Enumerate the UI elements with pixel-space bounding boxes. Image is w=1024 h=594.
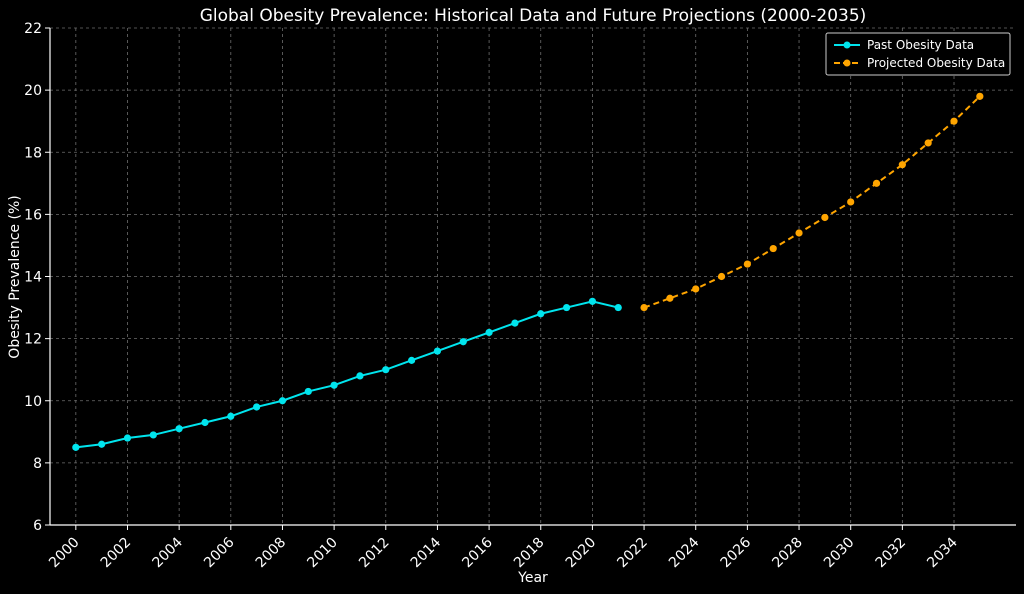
y-axis-ticks: 6 8 10 12 14 16 18 20 22 — [24, 21, 50, 534]
series-past — [72, 297, 622, 451]
data-point — [123, 434, 132, 442]
series-line — [643, 95, 981, 309]
x-tick-label: 2002 — [98, 535, 135, 572]
x-tick-label: 2026 — [718, 534, 755, 571]
data-point — [562, 303, 571, 312]
data-point — [614, 303, 622, 312]
legend-label-past: Past Obesity Data — [867, 38, 974, 52]
data-point — [743, 260, 751, 268]
data-point — [950, 117, 958, 125]
data-point — [382, 366, 390, 374]
legend-marker-past — [843, 41, 851, 49]
x-tick-label: 2000 — [46, 535, 83, 572]
y-tick-label: 6 — [33, 518, 42, 534]
y-tick-label: 18 — [24, 145, 42, 161]
x-tick-label: 2008 — [253, 535, 290, 572]
x-tick-label: 2032 — [873, 535, 910, 572]
x-tick-label: 2034 — [924, 534, 961, 571]
data-point — [304, 387, 312, 396]
data-point — [459, 338, 467, 346]
data-point — [98, 440, 106, 448]
x-axis-ticks: 2000 2002 2004 2006 2008 2010 2012 2014 2016 2018… — [46, 525, 961, 571]
data-point — [511, 319, 519, 327]
x-tick-label: 2014 — [408, 534, 445, 571]
x-tick-label: 2006 — [201, 534, 238, 571]
data-point — [588, 297, 597, 305]
series-line — [75, 300, 619, 449]
x-axis-title: Year — [517, 570, 548, 586]
data-point — [640, 303, 648, 312]
data-point — [847, 198, 855, 206]
data-point — [278, 397, 287, 405]
data-point — [485, 328, 493, 337]
x-tick-label: 2024 — [666, 534, 703, 571]
x-tick-label: 2012 — [356, 535, 393, 572]
data-point — [769, 244, 777, 253]
x-tick-label: 2022 — [614, 535, 651, 572]
legend-label-projected: Projected Obesity Data — [867, 56, 1005, 70]
legend: Past Obesity Data Projected Obesity Data — [825, 32, 1011, 76]
data-point — [821, 213, 829, 222]
y-axis-title: Obesity Prevalence (%) — [7, 195, 23, 358]
data-point — [330, 381, 338, 389]
data-point — [149, 431, 157, 439]
data-point — [175, 425, 183, 433]
grid-lines — [50, 27, 1016, 526]
x-tick-label: 2020 — [563, 535, 600, 572]
y-tick-label: 12 — [24, 332, 42, 348]
y-tick-label: 8 — [33, 456, 42, 472]
data-point — [72, 443, 80, 451]
y-tick-label: 10 — [24, 394, 42, 410]
y-tick-label: 22 — [24, 21, 42, 37]
data-point — [898, 161, 906, 169]
x-tick-label: 2028 — [769, 535, 806, 572]
x-tick-label: 2004 — [149, 534, 186, 571]
series-layer — [72, 92, 984, 451]
data-point — [976, 92, 984, 100]
chart-title: Global Obesity Prevalence: Historical Da… — [200, 6, 867, 26]
y-tick-label: 14 — [24, 270, 42, 286]
data-point — [717, 272, 726, 281]
data-point — [253, 403, 261, 411]
x-tick-label: 2018 — [511, 535, 548, 572]
data-point — [227, 412, 235, 420]
data-point — [356, 372, 364, 380]
data-point — [666, 294, 674, 302]
data-point — [795, 229, 803, 237]
data-point — [872, 179, 881, 187]
data-point — [692, 285, 700, 293]
x-tick-label: 2030 — [821, 535, 858, 572]
x-tick-label: 2016 — [459, 534, 496, 571]
series-projected — [640, 92, 984, 312]
data-point — [924, 139, 932, 147]
data-point — [433, 347, 442, 355]
legend-marker-projected — [843, 59, 851, 67]
data-point — [537, 310, 545, 318]
legend-box — [825, 32, 1011, 76]
data-point — [408, 356, 416, 364]
data-point — [201, 418, 209, 427]
x-tick-label: 2010 — [304, 535, 341, 572]
y-tick-label: 20 — [24, 83, 42, 99]
y-tick-label: 16 — [24, 207, 42, 223]
